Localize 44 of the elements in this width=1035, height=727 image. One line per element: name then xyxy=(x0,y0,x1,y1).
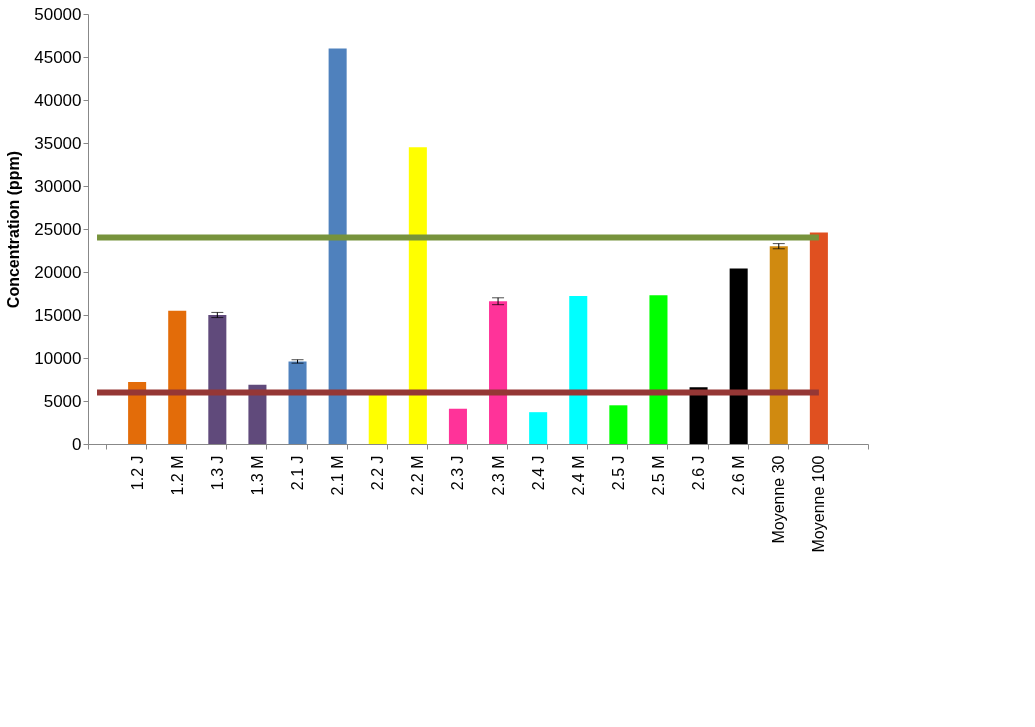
bar xyxy=(729,268,748,444)
x-tick-label: 1.3 M xyxy=(248,455,266,496)
bar xyxy=(689,387,708,444)
y-tick-label: 0 xyxy=(72,434,82,454)
x-tick-label: 2.1 M xyxy=(329,455,347,496)
y-tick-label: 45000 xyxy=(34,47,82,67)
bar xyxy=(288,361,307,444)
x-tick-label: 2.5 J xyxy=(609,455,627,491)
bar xyxy=(328,48,347,444)
y-tick-label: 35000 xyxy=(34,133,82,153)
x-tick-label: Moyenne 100 xyxy=(810,455,828,553)
x-tick-label: 2.3 J xyxy=(449,455,467,491)
x-tick-label: 1.3 J xyxy=(208,455,226,491)
y-tick-label: 10000 xyxy=(34,348,82,368)
bar xyxy=(649,295,668,444)
y-axis-title: Concentration (ppm) xyxy=(5,150,23,309)
x-tick-label: 2.2 J xyxy=(369,455,387,491)
x-tick-label: Moyenne 30 xyxy=(770,455,788,544)
x-tick-label: 2.2 M xyxy=(409,455,427,496)
y-tick-label: 15000 xyxy=(34,305,82,325)
x-tick-label: 2.4 J xyxy=(529,455,547,491)
x-tick-label: 2.1 J xyxy=(289,455,307,491)
bar xyxy=(609,405,628,444)
x-tick-label: 2.6 J xyxy=(690,455,708,491)
bar xyxy=(128,382,147,444)
y-tick-label: 30000 xyxy=(34,176,82,196)
bar xyxy=(809,232,828,444)
y-tick-label: 25000 xyxy=(34,219,82,239)
x-tick-label: 2.4 M xyxy=(569,455,587,496)
y-tick-label: 5000 xyxy=(43,391,82,411)
x-tick-label: 1.2 J xyxy=(128,455,146,491)
y-tick-label: 20000 xyxy=(34,262,82,282)
bar xyxy=(168,310,187,444)
bar xyxy=(529,412,548,444)
x-tick-label: 2.3 M xyxy=(489,455,507,496)
x-tick-label: 2.5 M xyxy=(649,455,667,496)
bar xyxy=(448,408,467,444)
y-tick-label: 50000 xyxy=(34,4,82,24)
x-tick-label: 2.6 M xyxy=(730,455,748,496)
bar xyxy=(569,296,588,444)
bar xyxy=(368,394,387,444)
x-tick-label: 1.2 M xyxy=(168,455,186,496)
y-tick-label: 40000 xyxy=(34,90,82,110)
bar xyxy=(408,147,427,444)
